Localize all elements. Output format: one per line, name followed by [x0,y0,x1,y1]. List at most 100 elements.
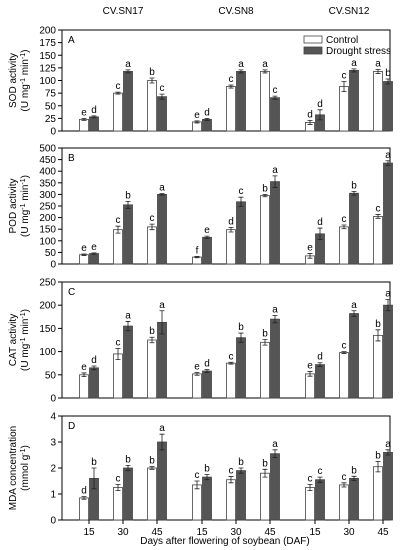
unit-text: min [20,319,31,338]
error-bar [228,476,234,484]
column-title: CV.SN12 [329,6,370,17]
error-bar [307,119,313,125]
bar [157,96,167,132]
x-tick-label: 30 [343,527,355,538]
significance-letter: b [385,68,391,79]
error-bar [238,332,244,343]
significance-letter: a [159,300,165,311]
significance-letter: a [262,59,268,70]
error-bar [159,193,165,196]
significance-letter: b [238,322,244,333]
error-bar [351,310,357,317]
unit-text: (U mg [20,344,31,371]
significance-letter: a [272,439,278,450]
significance-letter: b [149,67,155,78]
legend-label: Drought stress [326,46,391,57]
bar [349,313,359,399]
significance-letter: b [238,457,244,468]
bar [339,352,349,399]
significance-letter: e [81,243,87,254]
y-tick-label: 300 [39,190,56,201]
error-bar [115,483,121,492]
significance-letter: c [239,186,244,197]
unit-superscript: -1 [20,53,27,59]
y-axis-label: POD activity [8,178,19,233]
significance-letter: b [262,458,268,469]
error-bar [194,255,200,259]
significance-letter: f [196,245,199,256]
error-bar [204,235,210,239]
significance-letter: b [262,329,268,340]
bar [236,470,246,521]
bar [89,116,99,132]
error-bar [238,69,244,74]
y-tick-label: 50 [45,370,57,381]
bar [89,253,99,265]
error-bar [115,347,121,360]
significance-letter: d [204,107,210,118]
error-bar [262,468,268,478]
bar [226,229,236,265]
significance-letter: d [317,352,323,363]
significance-letter: d [81,486,87,497]
error-bar [272,95,278,100]
bar [383,162,393,265]
y-axis-unit: (mmol g-1) [20,445,32,491]
bar [339,484,349,521]
bar [373,216,383,265]
unit-superscript: -1 [20,78,27,84]
bar [349,70,359,132]
significance-letter: e [307,361,313,372]
error-bar [341,351,347,354]
error-bar [272,175,278,188]
error-bar [351,475,357,481]
error-bar [81,496,87,500]
bar [147,226,157,265]
error-bar [125,69,131,74]
significance-letter: c [116,337,121,348]
significance-letter: c [116,215,121,226]
bar [315,364,325,399]
significance-letter: a [351,300,357,311]
significance-letter: a [125,59,131,70]
bar [305,487,315,521]
panel-label: D [68,421,75,432]
error-bar [91,467,97,490]
panel-label: A [68,35,75,46]
significance-letter: c [195,470,200,481]
error-bar [317,109,323,121]
error-bar [91,252,97,255]
significance-letter: b [375,319,381,330]
error-bar [341,482,347,488]
significance-letter: a [159,183,165,194]
error-bar [91,365,97,371]
significance-letter: d [91,105,97,116]
legend-swatch [303,46,323,55]
error-bar [307,371,313,377]
x-tick-label: 15 [83,527,95,538]
bar [339,226,349,265]
error-bar [81,117,87,121]
error-bar [385,160,391,166]
bar [123,71,133,132]
bar [236,337,246,399]
bar [123,204,133,265]
bar [260,472,270,521]
y-tick-label: 50 [45,101,57,112]
y-tick-label: 150 [39,225,56,236]
y-tick-label: 100 [39,76,56,87]
y-axis-unit: (U mg-1 min-1) [20,50,32,112]
error-bar [149,223,155,231]
bar [270,318,280,399]
bar [383,81,393,132]
x-tick-label: 30 [117,527,129,538]
y-tick-label: 450 [39,155,56,166]
bar [113,92,123,132]
error-bar [81,253,87,256]
bar [383,451,393,521]
significance-letter: e [91,242,97,253]
significance-letter: e [81,362,87,373]
unit-text: ) [20,309,31,312]
significance-letter: a [272,165,278,176]
unit-text: ) [20,50,31,53]
